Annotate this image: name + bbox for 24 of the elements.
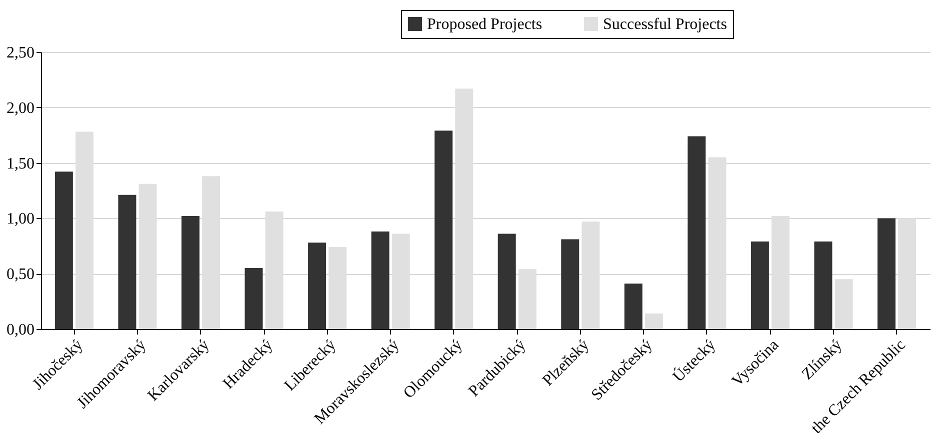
y-tick-label: 0,50 xyxy=(6,266,34,284)
bar xyxy=(878,218,896,329)
bar xyxy=(688,136,706,329)
bar xyxy=(834,279,853,329)
bar xyxy=(244,268,263,329)
bar xyxy=(308,242,326,329)
legend-label: Proposed Projects xyxy=(427,16,542,33)
y-tick-label: 1,50 xyxy=(6,155,34,172)
bar xyxy=(434,130,453,329)
bar xyxy=(498,234,516,329)
bar xyxy=(181,216,200,329)
y-tick-label: 2,50 xyxy=(6,44,34,62)
y-tick-label: 0,00 xyxy=(6,322,34,338)
bar xyxy=(624,284,642,329)
y-tick-label: 1,00 xyxy=(6,210,34,228)
bar xyxy=(371,231,390,329)
bar xyxy=(750,241,769,329)
bar xyxy=(814,241,832,329)
legend-label: Successful Projects xyxy=(603,16,727,33)
bar xyxy=(54,172,73,329)
bar xyxy=(561,239,580,329)
y-tick-label: 2,00 xyxy=(6,100,34,117)
bar xyxy=(644,313,663,329)
bar xyxy=(118,194,136,329)
